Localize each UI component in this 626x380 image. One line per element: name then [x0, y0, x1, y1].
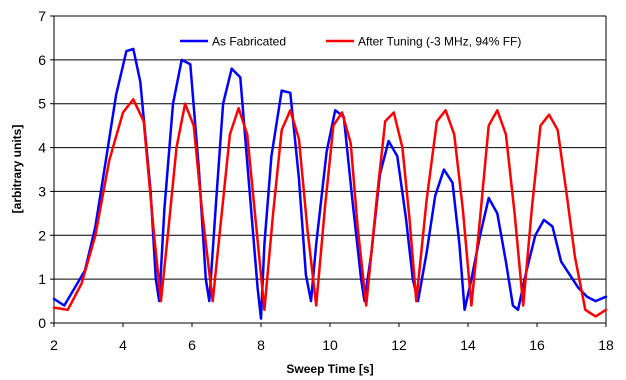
series-line-1: [52, 47, 608, 320]
legend-label-1: As Fabricated: [212, 35, 286, 49]
y-tick-label: 0: [38, 315, 46, 331]
x-axis-title: Sweep Time [s]: [286, 362, 373, 376]
series-line-2: [52, 98, 608, 318]
x-tick-label: 14: [460, 337, 476, 353]
axes: [50, 15, 607, 327]
y-tick-label: 4: [38, 140, 46, 156]
x-tick-label: 12: [391, 337, 407, 353]
x-tick-label: 8: [257, 337, 265, 353]
y-tick-label: 5: [38, 96, 46, 112]
y-tick-label: 7: [38, 8, 46, 24]
y-tick-label: 6: [38, 52, 46, 68]
legend: As Fabricated After Tuning (-3 MHz, 94% F…: [180, 35, 521, 49]
legend-label-2: After Tuning (-3 MHz, 94% FF): [358, 35, 521, 49]
x-tick-label: 6: [188, 337, 196, 353]
y-tick-label: 3: [38, 183, 46, 199]
y-axis-title: [arbitrary units]: [10, 125, 24, 214]
x-tick-label: 4: [119, 337, 127, 353]
x-tick-label: 2: [50, 337, 58, 353]
x-tick-labels: 2 4 6 8 10 12 14 16 18: [50, 337, 614, 353]
series-lines: [52, 47, 608, 320]
x-tick-label: 18: [598, 337, 614, 353]
x-tick-label: 16: [529, 337, 545, 353]
y-tick-label: 1: [38, 271, 46, 287]
x-tick-label: 10: [322, 337, 338, 353]
y-tick-labels: 0 1 2 3 4 5 6 7: [38, 8, 46, 331]
y-tick-label: 2: [38, 227, 46, 243]
